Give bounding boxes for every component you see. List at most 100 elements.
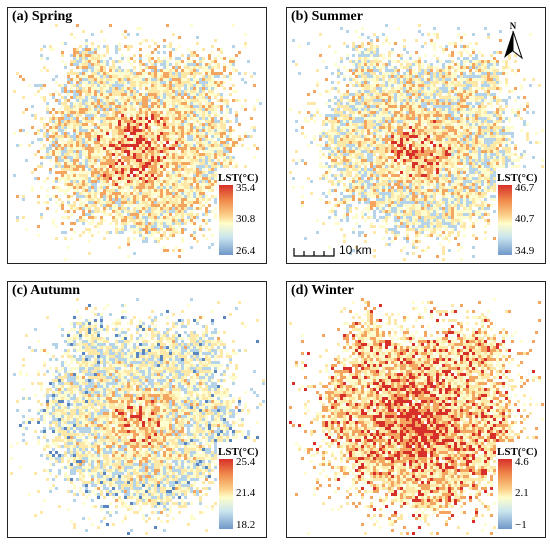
lst-pixel — [148, 66, 151, 69]
lst-pixel — [49, 120, 52, 123]
lst-pixel — [460, 111, 463, 114]
lst-pixel — [109, 231, 112, 234]
lst-pixel — [391, 93, 394, 96]
lst-pixel — [184, 195, 187, 198]
lst-pixel — [484, 66, 487, 69]
lst-pixel — [88, 63, 91, 66]
lst-pixel — [100, 195, 103, 198]
lst-pixel — [148, 168, 151, 171]
lst-pixel — [163, 114, 166, 117]
lst-pixel — [481, 105, 484, 108]
lst-pixel — [475, 81, 478, 84]
lst-pixel — [313, 135, 316, 138]
lst-pixel — [169, 231, 172, 234]
lst-pixel — [172, 150, 175, 153]
lst-pixel — [97, 69, 100, 72]
lst-pixel — [226, 150, 229, 153]
lst-pixel — [397, 93, 400, 96]
lst-pixel — [154, 237, 157, 240]
lst-pixel — [439, 99, 442, 102]
lst-pixel — [391, 111, 394, 114]
lst-pixel — [175, 93, 178, 96]
lst-pixel — [355, 90, 358, 93]
lst-pixel — [40, 141, 43, 144]
lst-pixel — [115, 111, 118, 114]
lst-pixel — [454, 75, 457, 78]
lst-pixel — [442, 105, 445, 108]
lst-pixel — [187, 69, 190, 72]
lst-pixel — [376, 93, 379, 96]
lst-pixel — [211, 90, 214, 93]
lst-pixel — [388, 78, 391, 81]
lst-pixel — [73, 201, 76, 204]
lst-pixel — [118, 183, 121, 186]
lst-pixel — [427, 108, 430, 111]
lst-pixel — [208, 159, 211, 162]
lst-pixel — [208, 96, 211, 99]
lst-pixel — [424, 42, 427, 45]
lst-pixel — [55, 147, 58, 150]
lst-pixel — [220, 153, 223, 156]
lst-pixel — [136, 129, 139, 132]
lst-pixel — [40, 48, 43, 51]
lst-pixel — [115, 180, 118, 183]
lst-pixel — [367, 117, 370, 120]
lst-pixel — [40, 213, 43, 216]
lst-pixel — [52, 108, 55, 111]
lst-pixel — [448, 132, 451, 135]
lst-pixel — [118, 42, 121, 45]
lst-pixel — [151, 210, 154, 213]
lst-pixel — [199, 102, 202, 105]
lst-pixel — [151, 222, 154, 225]
lst-pixel — [49, 93, 52, 96]
lst-pixel — [76, 150, 79, 153]
lst-pixel — [85, 204, 88, 207]
lst-pixel — [253, 108, 256, 111]
lst-pixel — [322, 147, 325, 150]
lst-pixel — [100, 222, 103, 225]
lst-pixel — [118, 168, 121, 171]
lst-pixel — [100, 87, 103, 90]
lst-pixel — [103, 72, 106, 75]
lst-pixel — [37, 129, 40, 132]
lst-pixel — [136, 135, 139, 138]
lst-pixel — [121, 129, 124, 132]
lst-pixel — [349, 99, 352, 102]
lst-pixel — [328, 99, 331, 102]
lst-pixel — [211, 138, 214, 141]
lst-pixel — [106, 144, 109, 147]
lst-pixel — [211, 153, 214, 156]
lst-pixel — [97, 63, 100, 66]
lst-pixel — [82, 78, 85, 81]
lst-pixel — [307, 42, 310, 45]
lst-pixel — [112, 78, 115, 81]
lst-pixel — [184, 78, 187, 81]
lst-pixel — [355, 60, 358, 63]
lst-pixel — [127, 192, 130, 195]
lst-pixel — [100, 96, 103, 99]
lst-pixel — [136, 210, 139, 213]
lst-pixel — [358, 105, 361, 108]
lst-pixel — [364, 99, 367, 102]
lst-pixel — [427, 111, 430, 114]
lst-pixel — [211, 210, 214, 213]
lst-pixel — [502, 132, 505, 135]
lst-pixel — [109, 93, 112, 96]
lst-pixel — [85, 78, 88, 81]
lst-pixel — [82, 96, 85, 99]
lst-pixel — [169, 147, 172, 150]
lst-pixel — [163, 102, 166, 105]
lst-pixel — [175, 57, 178, 60]
lst-pixel — [73, 150, 76, 153]
lst-pixel — [478, 120, 481, 123]
lst-pixel — [145, 81, 148, 84]
lst-pixel — [181, 93, 184, 96]
lst-pixel — [178, 216, 181, 219]
lst-pixel — [121, 219, 124, 222]
lst-pixel — [169, 102, 172, 105]
lst-pixel — [163, 186, 166, 189]
lst-pixel — [157, 201, 160, 204]
lst-pixel — [406, 99, 409, 102]
lst-pixel — [130, 114, 133, 117]
lst-pixel — [112, 177, 115, 180]
